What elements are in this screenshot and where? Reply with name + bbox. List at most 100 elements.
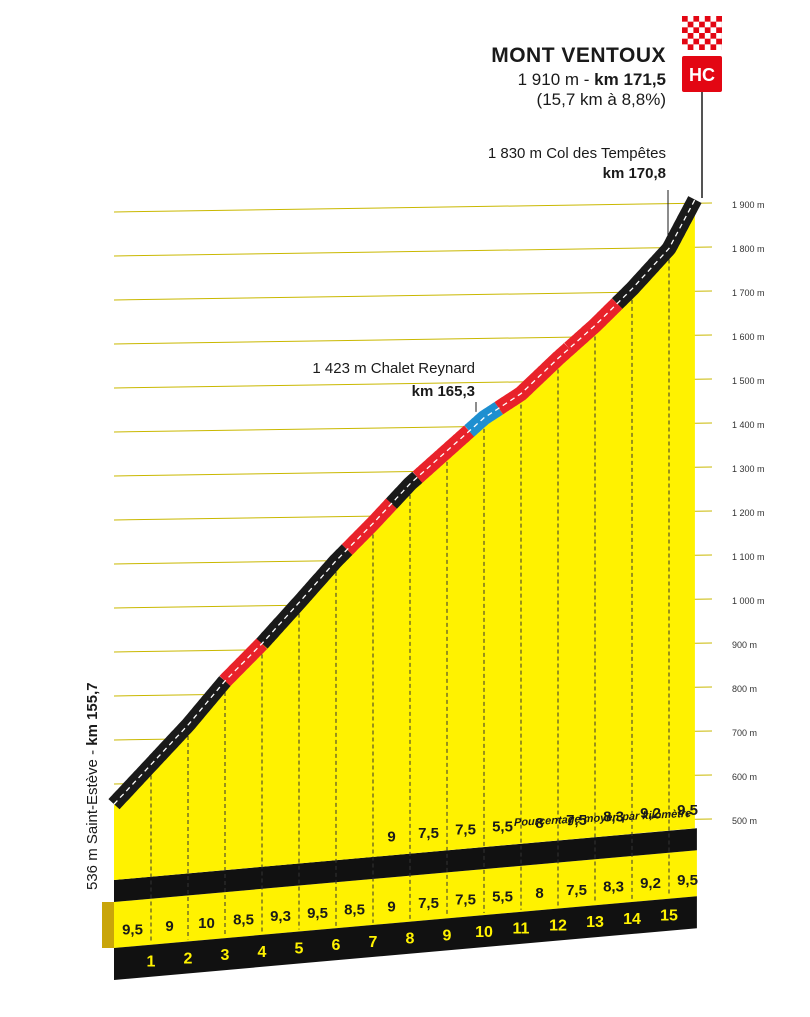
gradient-label: 8 xyxy=(535,885,543,902)
km-marker: 10 xyxy=(475,924,493,941)
upper-gradient-label: 8 xyxy=(535,815,543,832)
y-tick-label: 1 600 m xyxy=(732,332,765,342)
upper-gradient-label: 7,5 xyxy=(455,822,476,839)
km-marker: 3 xyxy=(221,947,230,964)
summit-km: km 171,5 xyxy=(594,70,666,89)
y-tick-label: 800 m xyxy=(732,684,757,694)
y-tick-label: 1 100 m xyxy=(732,552,765,562)
checker-cell xyxy=(710,27,717,34)
summit-name: MONT VENTOUX xyxy=(491,44,666,67)
upper-gradient-label: 9,5 xyxy=(677,802,698,819)
y-tick-label: 1 500 m xyxy=(732,376,765,386)
chalet-reynard-label: 1 423 m Chalet Reynard xyxy=(312,360,475,377)
gradient-label: 8,3 xyxy=(603,878,624,895)
gradient-label: 9,5 xyxy=(307,905,328,922)
upper-gradient-label: 7,5 xyxy=(418,825,439,842)
col-des-tempetes-km: km 170,8 xyxy=(602,165,666,182)
checker-cell xyxy=(704,44,711,51)
checker-cell xyxy=(682,21,688,28)
col-des-tempetes-label: 1 830 m Col des Tempêtes xyxy=(487,145,666,162)
start-label: 536 m Saint-Estève - km 155,7 xyxy=(84,682,101,890)
km-marker: 5 xyxy=(295,941,304,958)
checker-cell xyxy=(687,38,694,45)
gradient-label: 9,5 xyxy=(122,921,143,938)
upper-gradient-label: 7,5 xyxy=(566,812,587,829)
gradient-label: 9,2 xyxy=(640,875,661,892)
upper-base-band xyxy=(114,828,697,902)
gradient-label: 9,3 xyxy=(270,908,291,925)
gradient-label: 9,5 xyxy=(677,872,698,889)
km-marker: 14 xyxy=(623,911,641,928)
gridline xyxy=(113,202,713,213)
checker-cell xyxy=(682,33,688,39)
gradient-label: 10 xyxy=(198,915,215,932)
gradient-label: 9 xyxy=(165,918,173,935)
checker-cell xyxy=(687,16,694,22)
checker-cell xyxy=(687,27,694,34)
y-tick-label: 700 m xyxy=(732,728,757,738)
checker-cell xyxy=(699,38,705,45)
gradient-label: 9 xyxy=(387,898,395,915)
gradient-label: 8,5 xyxy=(344,902,365,919)
gradient-band-lower xyxy=(114,850,697,948)
km-marker: 8 xyxy=(406,931,415,948)
profile-area xyxy=(114,199,695,881)
checker-cell xyxy=(699,27,705,34)
upper-gradient-label: 9 xyxy=(387,828,395,845)
checker-cell xyxy=(716,33,722,39)
gridline xyxy=(113,290,713,301)
y-tick-label: 1 000 m xyxy=(732,596,765,606)
checker-cell xyxy=(693,33,700,39)
y-tick-label: 1 700 m xyxy=(732,288,765,298)
start-altitude: 536 m Saint-Estève - xyxy=(84,749,101,890)
y-tick-label: 500 m xyxy=(732,816,757,826)
km-marker: 12 xyxy=(549,917,567,934)
road-centerline xyxy=(113,199,696,805)
checker-cell xyxy=(704,33,711,39)
upper-gradient-label: 8,3 xyxy=(603,808,624,825)
y-tick-label: 1 800 m xyxy=(732,244,765,254)
gradient-label: 8,5 xyxy=(233,911,254,928)
checker-cell xyxy=(699,16,705,22)
checker-cell xyxy=(716,21,722,28)
y-tick-label: 1 300 m xyxy=(732,464,765,474)
base-side xyxy=(102,902,114,948)
hc-badge-text: HC xyxy=(689,65,715,85)
km-marker: 15 xyxy=(660,908,678,925)
checker-cell xyxy=(710,38,717,45)
checker-cell xyxy=(682,44,688,51)
checker-cell xyxy=(693,44,700,51)
start-km: km 155,7 xyxy=(84,682,101,746)
km-marker: 4 xyxy=(258,944,267,961)
y-tick-label: 900 m xyxy=(732,640,757,650)
gradient-label: 5,5 xyxy=(492,888,513,905)
chalet-reynard-km: km 165,3 xyxy=(411,383,475,400)
y-tick-label: 1 900 m xyxy=(732,200,765,210)
upper-gradient-label: 5,5 xyxy=(492,818,513,835)
upper-gradient-label: 9,2 xyxy=(640,805,661,822)
checker-cell xyxy=(716,44,722,51)
checker-cell xyxy=(693,21,700,28)
summit-average: (15,7 km à 8,8%) xyxy=(536,90,666,109)
checker-cell xyxy=(710,16,717,22)
gradient-label: 7,5 xyxy=(566,882,587,899)
checker-cell xyxy=(704,21,711,28)
km-marker: 11 xyxy=(513,921,530,938)
gradient-label: 7,5 xyxy=(418,895,439,912)
gridline xyxy=(113,246,713,257)
km-marker: 9 xyxy=(443,927,452,944)
hc-flag-icon: HC xyxy=(682,16,722,198)
hc-badge xyxy=(682,56,722,92)
km-marker: 6 xyxy=(332,937,341,954)
y-tick-label: 600 m xyxy=(732,772,757,782)
checkered-flag-icon xyxy=(682,16,722,51)
summit-altitude: 1 910 m - xyxy=(517,70,590,89)
gradient-label: 7,5 xyxy=(455,892,476,909)
y-tick-label: 1 400 m xyxy=(732,420,765,430)
km-marker: 1 xyxy=(147,954,156,971)
summit-altitude-km: 1 910 m - km 171,5 xyxy=(518,70,666,90)
km-marker: 7 xyxy=(369,934,378,951)
y-tick-label: 1 200 m xyxy=(732,508,765,518)
km-marker: 13 xyxy=(586,914,604,931)
